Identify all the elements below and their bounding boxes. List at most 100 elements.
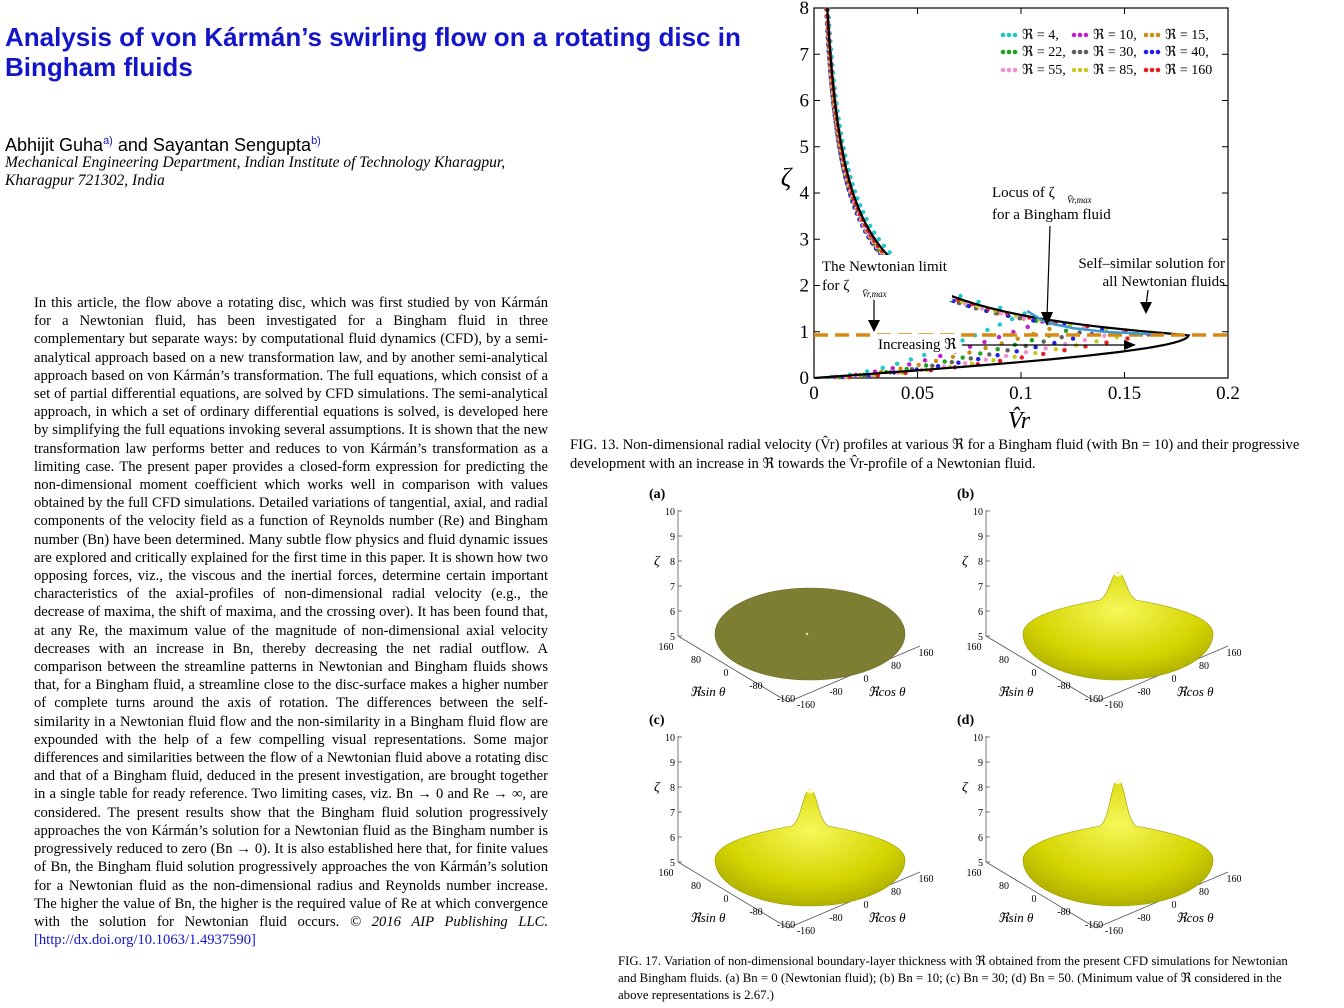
rcos-tick-label: 0: [1172, 674, 1177, 685]
data-point: [890, 366, 895, 371]
data-point: [1041, 351, 1046, 357]
z-tick-label: 7: [670, 582, 675, 593]
boundary-layer-surface: [1022, 779, 1214, 907]
locus-annotation: for a Bingham fluid: [992, 207, 1111, 223]
z-tick-label: 7: [978, 582, 983, 593]
data-point: [982, 339, 987, 345]
data-point: [1010, 316, 1015, 322]
rcos-axis-label: ℜcos θ: [868, 684, 906, 699]
data-point: [983, 345, 988, 351]
data-point: [976, 356, 981, 362]
data-point: [1062, 348, 1067, 353]
data-point: [930, 363, 935, 368]
data-point: [978, 351, 983, 356]
author-footnote-mark[interactable]: b): [311, 135, 321, 147]
rsin-tick-label: -160: [1085, 920, 1103, 931]
data-point: [1125, 336, 1130, 341]
data-point: [887, 250, 892, 255]
self-similar-annotation: all Newtonian fluids: [1103, 274, 1226, 290]
data-point: [956, 360, 961, 365]
panel-label: (b): [957, 487, 974, 502]
newton-annotation-bg: [820, 255, 952, 301]
z-tick-label: 10: [973, 733, 983, 744]
data-point: [997, 322, 1002, 327]
y-tick-label: 1: [800, 322, 810, 343]
data-point: [960, 338, 965, 343]
increasing-annotation: Increasing ℜ: [878, 337, 957, 353]
data-point: [1033, 345, 1038, 350]
locus-curve: [1026, 309, 1152, 336]
surface-center-mark: [805, 632, 809, 636]
legend-marker: [1077, 49, 1083, 55]
rcos-tick-label: 80: [1199, 661, 1209, 672]
y-tick-label: 6: [800, 91, 810, 112]
affiliation-line: Kharagpur 721302, India: [5, 172, 165, 189]
z-tick-label: 6: [978, 833, 983, 844]
data-point: [898, 366, 903, 371]
legend-marker: [1155, 32, 1161, 38]
increasing-annotation-bg: [876, 334, 960, 353]
legend-label: ℜ = 85,: [1093, 63, 1137, 78]
data-point: [908, 357, 914, 362]
data-point: [1015, 336, 1020, 341]
surface-panel: (b) 10 9 8 7 6 5 ζ 160 80 0 -80 -160-160 -80 0 80 160 ℜsi…: [957, 487, 1242, 711]
rsin-tick-label: 160: [967, 642, 982, 653]
boundary-layer-surface: [714, 587, 906, 681]
z-tick-label: 6: [978, 607, 983, 618]
rsin-tick-label: 0: [1032, 894, 1037, 905]
legend-marker: [1143, 67, 1149, 73]
data-point: [995, 353, 1000, 358]
rsin-tick-label: 80: [691, 881, 701, 892]
z-tick-label: 9: [670, 532, 675, 543]
z-tick-label: 7: [978, 808, 983, 819]
rsin-tick-label: 0: [724, 668, 729, 679]
data-point: [861, 210, 866, 215]
z-tick-label: 9: [670, 758, 675, 769]
author-footnote-mark[interactable]: a): [103, 135, 113, 147]
legend-marker: [1071, 67, 1077, 73]
data-point: [968, 356, 973, 361]
rcos-tick-label: 160: [919, 648, 934, 659]
abstract-text: In this article, the flow above a rotati…: [34, 295, 548, 930]
data-point: [963, 361, 968, 366]
doi-link[interactable]: [http://dx.doi.org/10.1063/1.4937590]: [34, 932, 256, 949]
rsin-axis: [985, 861, 1097, 929]
data-point: [969, 361, 975, 366]
newton-arrowhead: [868, 320, 880, 332]
y-tick-label: 5: [800, 137, 810, 158]
rsin-tick-label: -160: [777, 920, 795, 931]
data-point: [983, 357, 988, 362]
rsin-tick-label: -160: [777, 694, 795, 705]
surface-peak-highlight: [1114, 780, 1122, 784]
surface-panel: (c)10 9 8 7 6 5 ζ 160 80 0 -80 -160-160 -80 0 80 160 ℜsi…: [649, 713, 934, 937]
data-point: [1012, 354, 1017, 359]
copyright-notice: © 2016 AIP Publishing LLC.: [349, 913, 548, 930]
data-point: [998, 305, 1003, 310]
legend-marker: [1155, 49, 1161, 55]
y-tick-label: 0: [800, 368, 810, 389]
legend-marker: [1083, 67, 1089, 73]
legend-marker: [1149, 32, 1155, 38]
rsin-tick-label: 80: [999, 655, 1009, 666]
rcos-tick-label: -160: [1105, 700, 1123, 711]
legend-marker: [1006, 49, 1012, 55]
data-point: [967, 350, 972, 355]
legend-marker: [1143, 49, 1149, 55]
self-similar-annotation: Self–similar solution for: [1078, 256, 1225, 272]
x-tick-label: 0.15: [1108, 383, 1141, 404]
data-point: [1014, 349, 1019, 354]
rcos-tick-label: 80: [1199, 887, 1209, 898]
legend-label: ℜ = 22,: [1022, 45, 1066, 60]
data-point: [996, 334, 1002, 340]
data-point: [938, 353, 943, 359]
data-point: [1102, 333, 1107, 338]
fig13-velocity-profile-chart: 0 0.05 0.1 0.15 0.2 0 1 2 3 4 5 6 7 8 V̂r ζ ℜ = 4, ℜ = 10…: [781, 0, 1240, 434]
data-point: [1082, 337, 1088, 343]
z-tick-label: 6: [670, 607, 675, 618]
fig17-caption: FIG. 17. Variation of non-dimensional bo…: [618, 954, 1288, 1002]
panel-label: (a): [649, 487, 666, 502]
data-point: [1005, 348, 1010, 353]
legend-marker: [1012, 49, 1018, 55]
author-line: Abhijit Guhaa) and Sayantan Senguptab): [5, 130, 321, 156]
abstract: In this article, the flow above a rotati…: [34, 294, 548, 949]
